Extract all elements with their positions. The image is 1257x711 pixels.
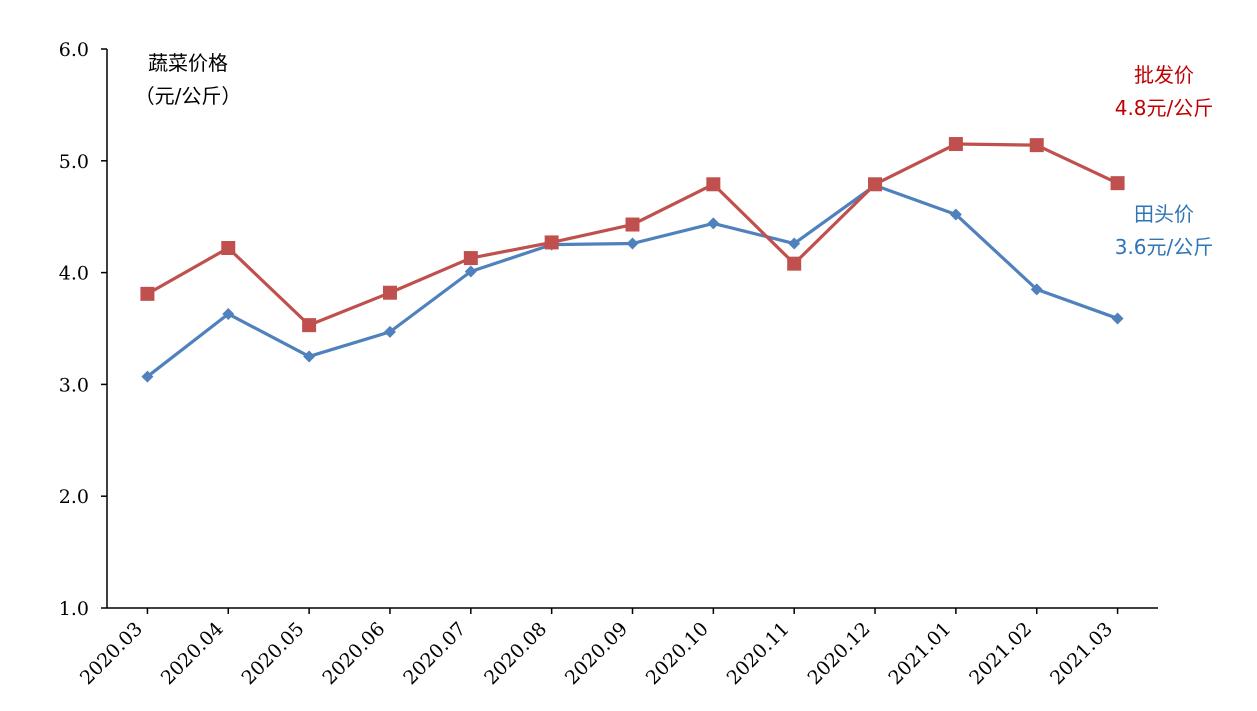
y-tick-label: 1.0 — [59, 598, 89, 620]
data-point — [302, 318, 317, 333]
x-tick-label: 2020.12 — [803, 618, 874, 689]
data-point — [221, 241, 236, 256]
axes — [106, 49, 1158, 609]
y-axis-label-line1: 蔬菜价格 — [148, 51, 228, 75]
data-point — [1029, 138, 1044, 153]
x-tick-label: 2021.01 — [884, 618, 955, 689]
data-point — [544, 235, 559, 250]
y-tick-label: 3.0 — [59, 374, 89, 396]
series-layer — [140, 137, 1125, 383]
data-point — [1110, 176, 1125, 191]
series-wholesale — [140, 137, 1125, 333]
series-farmgate — [141, 179, 1124, 383]
y-tick-label: 4.0 — [59, 263, 89, 285]
data-point — [464, 265, 477, 278]
x-tick-label: 2020.03 — [76, 618, 147, 689]
data-point — [463, 251, 478, 266]
data-point — [787, 256, 802, 271]
data-point — [706, 177, 721, 192]
data-point — [222, 307, 235, 320]
data-point — [303, 350, 316, 363]
x-tick-label: 2021.03 — [1046, 618, 1117, 689]
data-point — [868, 177, 883, 192]
x-tick-label: 2020.05 — [238, 618, 309, 689]
data-point — [140, 286, 155, 301]
x-tick-label: 2020.06 — [318, 618, 389, 689]
farmgate-annotation-title: 田头价 — [1134, 202, 1194, 226]
farmgate-annotation-value: 3.6元/公斤 — [1115, 235, 1214, 259]
x-tick-label: 2020.11 — [723, 618, 794, 689]
data-point — [383, 325, 396, 338]
series-line — [146, 142, 1119, 327]
data-point — [382, 285, 397, 300]
data-point — [948, 137, 963, 152]
x-tick-label: 2020.09 — [561, 618, 632, 689]
y-axis-label-line2: （元/公斤） — [135, 84, 242, 108]
data-point — [949, 208, 962, 221]
data-point — [141, 370, 154, 383]
y-tick-label: 6.0 — [59, 39, 89, 61]
y-tick-label: 2.0 — [59, 486, 89, 508]
data-point — [788, 237, 801, 250]
wholesale-annotation-value: 4.8元/公斤 — [1115, 96, 1214, 120]
series-line — [146, 183, 1119, 378]
x-tick-label: 2020.10 — [642, 618, 713, 689]
data-point — [625, 217, 640, 232]
wholesale-annotation-title: 批发价 — [1134, 63, 1194, 87]
x-tick-label: 2020.08 — [480, 618, 551, 689]
x-tick-label: 2021.02 — [965, 618, 1036, 689]
data-point — [1111, 312, 1124, 325]
x-tick-label: 2020.04 — [157, 618, 228, 689]
x-axis-ticks: 2020.03 2020.04 2020.05 2020.06 2020.07 2020.… — [76, 608, 1119, 689]
data-point — [707, 217, 720, 230]
data-point — [626, 237, 639, 250]
y-axis-ticks: 1.0 2.0 3.0 4.0 5.0 6.0 — [59, 39, 107, 620]
x-tick-label: 2020.07 — [399, 618, 470, 689]
data-point — [1030, 283, 1043, 296]
y-tick-label: 5.0 — [59, 151, 89, 173]
